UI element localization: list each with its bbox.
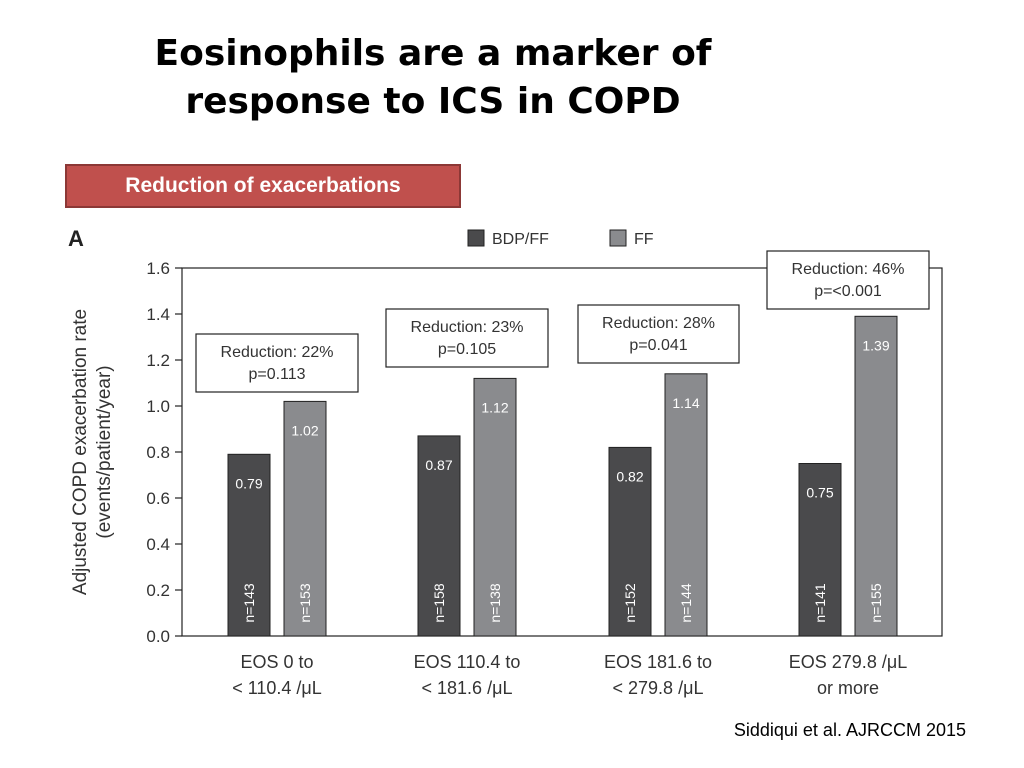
- y-axis-label: Adjusted COPD exacerbation rate: [70, 309, 91, 595]
- y-tick-label: 1.4: [146, 305, 170, 324]
- citation: Siddiqui et al. AJRCCM 2015: [733, 720, 966, 740]
- bar-value-label: 1.14: [672, 395, 699, 411]
- legend-label: FF: [634, 231, 654, 248]
- slide-title: Eosinophils are a marker of response to …: [0, 30, 866, 126]
- bar-n-label: n=138: [487, 583, 503, 623]
- annotation-box-3: [577, 304, 740, 364]
- annotation-box-2: [385, 308, 549, 368]
- y-tick-label: 1.0: [146, 397, 170, 416]
- bar-value-label: 0.82: [616, 468, 643, 484]
- bar-value-label: 0.75: [806, 485, 833, 501]
- x-category-label: < 181.6 /μL: [422, 678, 513, 698]
- annotation-p-value: p=0.105: [438, 341, 496, 358]
- legend-swatch-ff: [609, 229, 627, 247]
- bar-value-label: 1.12: [481, 399, 508, 415]
- bar-value-label: 1.02: [291, 422, 318, 438]
- bar-bdp-ff-1: [227, 453, 271, 637]
- bar-ff-3: [664, 373, 708, 637]
- bar-n-label: n=141: [812, 583, 828, 623]
- annotation-box-1: [195, 333, 359, 393]
- y-tick-label: 0.4: [146, 535, 170, 554]
- title-line-1: Eosinophils are a marker of: [154, 33, 712, 74]
- y-tick-label: 0.6: [146, 489, 170, 508]
- bar-value-label: 0.87: [425, 457, 452, 473]
- y-tick-label: 1.6: [146, 259, 170, 278]
- annotation-reduction: Reduction: 22%: [221, 344, 334, 361]
- x-category-label: or more: [817, 678, 879, 698]
- x-category-label: < 279.8 /μL: [613, 678, 704, 698]
- bar-n-label: n=158: [431, 583, 447, 623]
- legend-swatch-bdp-ff: [467, 229, 485, 247]
- annotation-box-4: [766, 250, 930, 310]
- bar-n-label: n=153: [297, 583, 313, 623]
- bar-n-label: n=143: [241, 583, 257, 623]
- x-category-label: EOS 279.8 /μL: [789, 652, 907, 672]
- x-category-label: EOS 0 to: [240, 652, 313, 672]
- annotation-reduction: Reduction: 28%: [602, 315, 715, 332]
- bar-ff-1: [283, 400, 327, 637]
- y-tick-label: 1.2: [146, 351, 170, 370]
- legend-label: BDP/FF: [492, 231, 549, 248]
- bar-bdp-ff-3: [608, 446, 652, 637]
- bar-n-label: n=155: [868, 583, 884, 623]
- bar-n-label: n=152: [622, 583, 638, 623]
- annotation-p-value: p=<0.001: [814, 283, 882, 300]
- bar-ff-2: [473, 377, 517, 637]
- bar-value-label: 1.39: [862, 337, 889, 353]
- annotation-reduction: Reduction: 23%: [411, 319, 524, 336]
- x-category-label: EOS 181.6 to: [604, 652, 712, 672]
- y-tick-label: 0.8: [146, 443, 170, 462]
- y-tick-label: 0.0: [146, 627, 170, 646]
- y-axis-label-units: (events/patient/year): [94, 365, 115, 538]
- annotation-p-value: p=0.113: [248, 366, 305, 383]
- panel-label: A: [68, 226, 84, 251]
- x-category-label: EOS 110.4 to: [414, 652, 521, 672]
- bar-bdp-ff-4: [798, 463, 842, 637]
- x-category-label: < 110.4 /μL: [232, 678, 322, 698]
- section-banner: Reduction of exacerbations: [65, 164, 461, 208]
- annotation-reduction: Reduction: 46%: [792, 261, 905, 278]
- bar-value-label: 0.79: [235, 475, 262, 491]
- annotation-p-value: p=0.041: [629, 337, 687, 354]
- title-line-2: response to ICS in COPD: [185, 81, 681, 122]
- bar-bdp-ff-2: [417, 435, 461, 637]
- y-tick-label: 0.2: [146, 581, 170, 600]
- bar-ff-4: [854, 315, 898, 637]
- bar-n-label: n=144: [678, 583, 694, 623]
